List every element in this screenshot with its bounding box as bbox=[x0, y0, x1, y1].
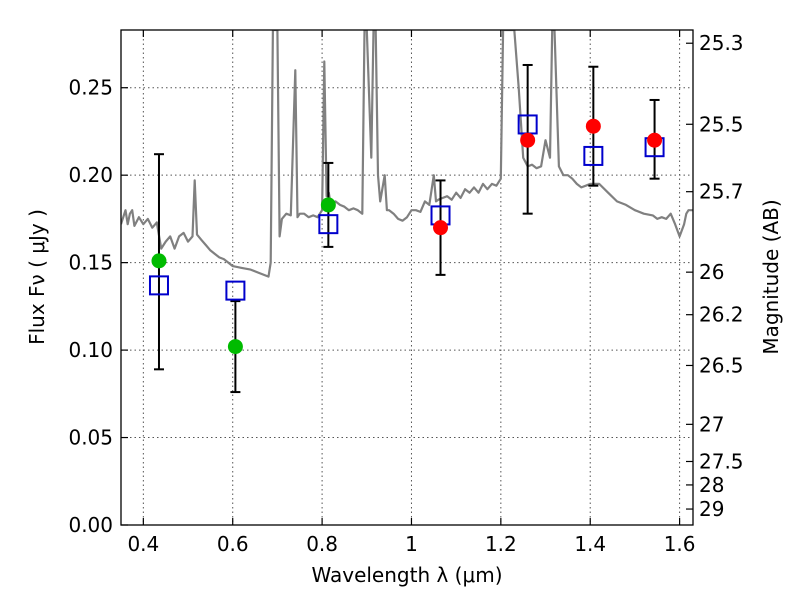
x-tick-label: 0.4 bbox=[127, 532, 159, 556]
magnitude-tick-label: 29 bbox=[699, 497, 724, 521]
model-flux-marker bbox=[318, 214, 339, 235]
magnitude-axis-title: Magnitude (AB) bbox=[759, 199, 783, 354]
magnitude-tick-label: 26 bbox=[699, 260, 724, 284]
x-tick-label: 1.6 bbox=[664, 532, 696, 556]
x-tick-label: 1.2 bbox=[485, 532, 517, 556]
template-spectrum-line bbox=[121, 30, 693, 278]
observed-flux-marker bbox=[151, 253, 167, 269]
magnitude-tick-label: 27 bbox=[699, 412, 724, 436]
plot-area bbox=[121, 30, 693, 394]
y-tick-label: 0.05 bbox=[68, 426, 113, 450]
observed-flux-marker bbox=[520, 132, 536, 148]
x-axis-tick-labels: 0.4 0.6 0.8 1 1.2 1.4 1.6 bbox=[127, 532, 695, 556]
magnitude-tick-label: 25.7 bbox=[699, 180, 744, 204]
x-tick-label: 0.6 bbox=[217, 532, 249, 556]
magnitude-tick-label: 25.3 bbox=[699, 31, 744, 55]
observed-flux-marker bbox=[433, 220, 449, 236]
x-tick-label: 1.4 bbox=[574, 532, 606, 556]
x-axis-title: Wavelength λ (μm) bbox=[311, 563, 502, 587]
x-tick-label: 1 bbox=[405, 532, 418, 556]
model-flux-marker bbox=[225, 280, 246, 301]
magnitude-tick-label: 27.5 bbox=[699, 449, 744, 473]
y-tick-label: 0.10 bbox=[68, 338, 113, 362]
y-axis-title: Flux Fν ( μJy ) bbox=[25, 209, 49, 345]
y-tick-label: 0.00 bbox=[68, 513, 113, 537]
observed-flux-marker bbox=[320, 197, 336, 213]
y-tick-label: 0.20 bbox=[68, 163, 113, 187]
observed-flux-marker bbox=[647, 132, 663, 148]
axis-ticks bbox=[121, 30, 693, 526]
model-flux-marker bbox=[583, 145, 604, 166]
magnitude-tick-label: 26.2 bbox=[699, 303, 744, 327]
x-tick-label: 0.8 bbox=[306, 532, 338, 556]
data-markers bbox=[148, 114, 665, 355]
y-axis-tick-labels: 0.00 0.05 0.10 0.15 0.20 0.25 bbox=[68, 76, 113, 537]
magnitude-tick-label: 26.5 bbox=[699, 353, 744, 377]
observed-flux-marker bbox=[227, 339, 243, 355]
y-tick-label: 0.15 bbox=[68, 251, 113, 275]
y-tick-label: 0.25 bbox=[68, 76, 113, 100]
observed-flux-marker bbox=[585, 118, 601, 134]
plot-frame bbox=[120, 29, 694, 526]
model-flux-marker bbox=[148, 275, 169, 296]
magnitude-tick-label: 25.5 bbox=[699, 112, 744, 136]
magnitude-tick-label: 28 bbox=[699, 473, 724, 497]
